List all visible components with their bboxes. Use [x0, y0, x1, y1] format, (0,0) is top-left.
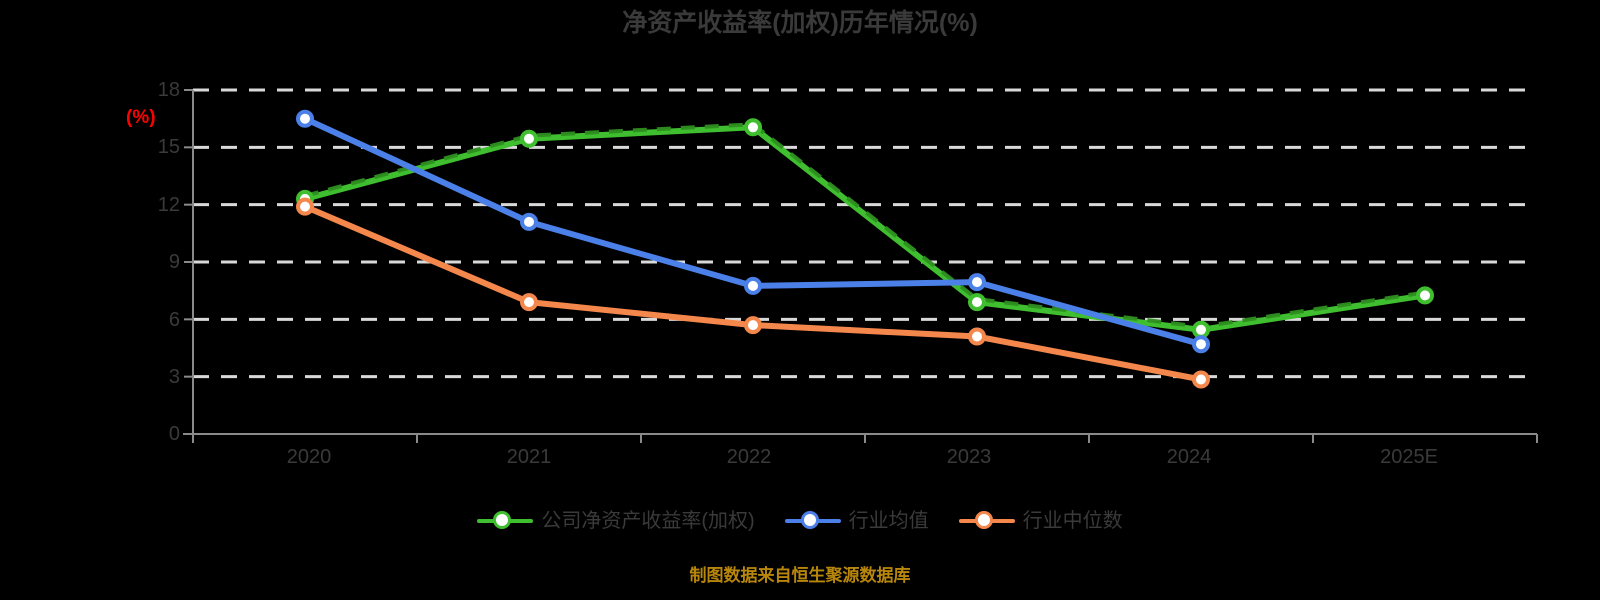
series-line-company-dashed-overlay: [304, 122, 1426, 329]
y-tick-label-0: 0: [168, 423, 180, 445]
x-tick-label-2020: 2020: [286, 446, 332, 468]
x-tick-label-2023: 2023: [946, 446, 992, 468]
x-tick-label-2024: 2024: [1166, 446, 1212, 468]
data-point-company-2024[interactable]: [1192, 320, 1210, 339]
data-point-industry-mean-2023[interactable]: [968, 273, 986, 292]
data-point-industry-mean-2020[interactable]: [296, 109, 314, 128]
legend-marker-company-icon: [477, 508, 534, 534]
series-markers: [296, 109, 1434, 389]
y-axis-unit-label: (%): [126, 107, 156, 128]
y-tick-label-9: 9: [168, 251, 180, 273]
data-point-industry-median-2022[interactable]: [744, 316, 762, 335]
axis-lines: [183, 90, 1538, 443]
y-tick-label-12: 12: [157, 194, 180, 216]
y-tick-label-18: 18: [157, 79, 180, 101]
x-tick-label-2022: 2022: [726, 446, 772, 468]
series-line-company: [302, 124, 1428, 333]
data-point-industry-median-2023[interactable]: [968, 327, 986, 346]
data-point-industry-median-2021[interactable]: [520, 293, 538, 312]
y-tick-label-3: 3: [168, 366, 180, 388]
data-point-company-2021[interactable]: [520, 129, 538, 148]
chart-legend: 公司净资产收益率(加权) 行业均值 行业中位数: [0, 508, 1600, 534]
data-point-industry-median-2020[interactable]: [296, 197, 314, 216]
gridlines: [184, 88, 1537, 379]
x-tick-label-2021: 2021: [506, 446, 552, 468]
legend-marker-industry-median-icon: [958, 508, 1015, 534]
legend-marker-industry-mean-icon: [784, 508, 841, 534]
data-point-industry-median-2024[interactable]: [1192, 370, 1210, 389]
series-lines: [302, 115, 1428, 383]
legend-label-company: 公司净资产收益率(加权): [541, 510, 755, 532]
legend-item-company[interactable]: 公司净资产收益率(加权): [477, 508, 755, 534]
legend-item-industry-mean[interactable]: 行业均值: [784, 508, 929, 534]
y-tick-label-15: 15: [157, 136, 180, 158]
legend-label-industry-median: 行业中位数: [1022, 510, 1123, 532]
data-point-company-2022[interactable]: [744, 118, 762, 137]
y-tick-label-6: 6: [168, 309, 180, 331]
legend-label-industry-mean: 行业均值: [848, 510, 929, 532]
x-tick-label-2025e: 2025E: [1380, 446, 1438, 468]
data-point-industry-mean-2024[interactable]: [1192, 335, 1210, 354]
footer-note: 制图数据来自恒生聚源数据库: [689, 566, 911, 585]
data-point-industry-mean-2022[interactable]: [744, 276, 762, 295]
data-point-company-2025E[interactable]: [1416, 286, 1434, 305]
legend-item-industry-median[interactable]: 行业中位数: [958, 508, 1123, 534]
data-point-industry-mean-2021[interactable]: [520, 212, 538, 231]
data-point-company-2023[interactable]: [968, 293, 986, 312]
chart-title: 净资产收益率(加权)历年情况(%): [622, 9, 978, 37]
